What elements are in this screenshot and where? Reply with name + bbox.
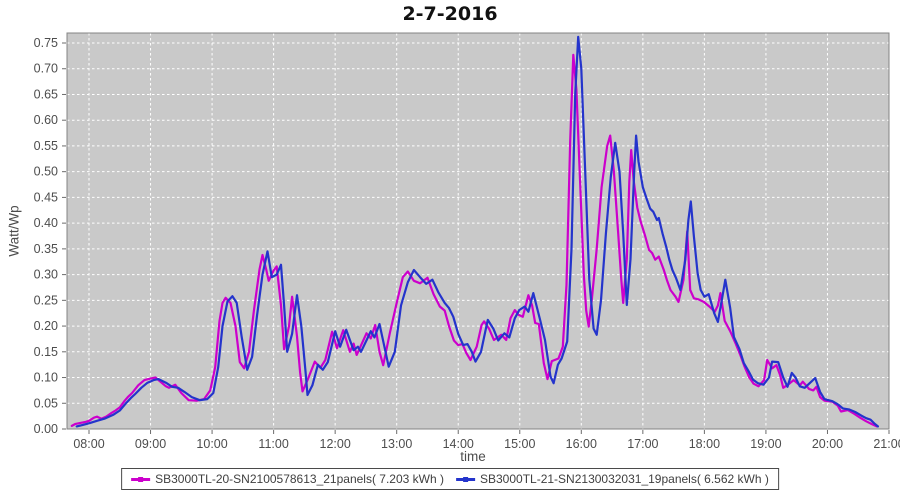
x-axis-title: time bbox=[460, 449, 486, 464]
chart-title: 2-7-2016 bbox=[402, 3, 498, 25]
svg-text:10:00: 10:00 bbox=[196, 437, 227, 451]
svg-text:11:00: 11:00 bbox=[258, 437, 288, 451]
svg-text:15:00: 15:00 bbox=[504, 437, 535, 451]
svg-text:0.05: 0.05 bbox=[34, 396, 58, 410]
svg-text:16:00: 16:00 bbox=[566, 437, 597, 451]
svg-text:0.50: 0.50 bbox=[34, 165, 58, 179]
legend: SB3000TL-20-SN2100578613_21panels( 7.203… bbox=[121, 468, 779, 490]
svg-text:0.35: 0.35 bbox=[34, 242, 58, 256]
svg-text:08:00: 08:00 bbox=[73, 437, 104, 451]
series1-line-swatch bbox=[131, 476, 151, 482]
series1-label: SB3000TL-20-SN2100578613_21panels( 7.203… bbox=[155, 472, 444, 486]
legend-item-series2: SB3000TL-21-SN2130032031_19panels( 6.562… bbox=[456, 472, 769, 486]
svg-text:18:00: 18:00 bbox=[689, 437, 720, 451]
svg-text:21:00: 21:00 bbox=[873, 437, 900, 451]
svg-text:20:00: 20:00 bbox=[812, 437, 843, 451]
svg-text:17:00: 17:00 bbox=[627, 437, 658, 451]
svg-text:0.00: 0.00 bbox=[34, 422, 58, 436]
series2-line-swatch bbox=[456, 476, 475, 482]
svg-text:12:00: 12:00 bbox=[320, 437, 351, 451]
svg-text:0.55: 0.55 bbox=[34, 139, 58, 153]
svg-text:0.10: 0.10 bbox=[34, 371, 58, 385]
svg-text:0.30: 0.30 bbox=[34, 268, 58, 282]
svg-text:14:00: 14:00 bbox=[443, 437, 474, 451]
svg-text:0.40: 0.40 bbox=[34, 216, 58, 230]
svg-text:0.60: 0.60 bbox=[34, 113, 58, 127]
legend-item-series1: SB3000TL-20-SN2100578613_21panels( 7.203… bbox=[131, 472, 444, 486]
svg-text:19:00: 19:00 bbox=[750, 437, 781, 451]
svg-text:13:00: 13:00 bbox=[381, 437, 412, 451]
svg-text:0.70: 0.70 bbox=[34, 62, 58, 76]
svg-text:0.65: 0.65 bbox=[34, 87, 58, 101]
plot-area: 0.00 0.05 0.10 0.15 0.20 0.25 0.30 0.35 0.40 0.45… bbox=[34, 32, 900, 451]
series2-label: SB3000TL-21-SN2130032031_19panels( 6.562… bbox=[480, 472, 769, 486]
svg-text:0.45: 0.45 bbox=[34, 190, 58, 204]
svg-text:09:00: 09:00 bbox=[135, 437, 166, 451]
svg-text:0.75: 0.75 bbox=[34, 36, 58, 50]
svg-text:0.15: 0.15 bbox=[34, 345, 58, 359]
svg-text:0.20: 0.20 bbox=[34, 319, 58, 333]
svg-text:0.25: 0.25 bbox=[34, 293, 58, 307]
